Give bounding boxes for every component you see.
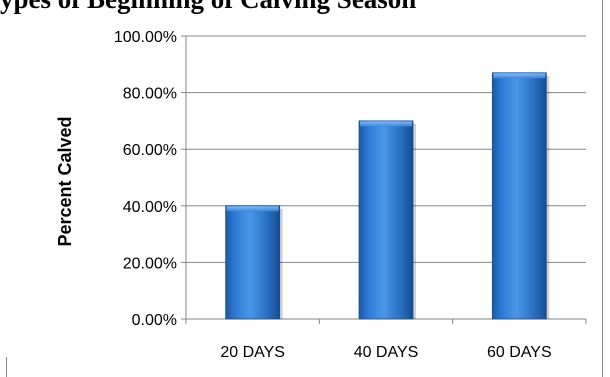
y-tick-label: 40.00%: [123, 199, 177, 216]
bar: [358, 120, 416, 320]
x-tick-label: 40 DAYS: [354, 344, 419, 361]
bar: [491, 72, 550, 320]
y-tick-label: 60.00%: [123, 142, 177, 159]
chart-title: ypes of Beginning of Calving Season: [0, 0, 416, 13]
bar: [225, 205, 283, 320]
x-axis: 20 DAYS 40 DAYS 60 DAYS: [185, 318, 587, 361]
x-tick-label: 20 DAYS: [220, 344, 285, 361]
y-tick-label: 0.00%: [132, 312, 177, 329]
x-tick-label: 60 DAYS: [487, 344, 552, 361]
y-tick-label: 80.00%: [123, 86, 177, 103]
y-tick-label: 100.00%: [114, 29, 177, 46]
chart-frame-left-edge: [6, 357, 7, 377]
y-axis: 0.00% 20.00% 40.00% 60.00% 80.00% 100.00%: [114, 29, 187, 329]
bars: [225, 72, 550, 320]
y-tick-label: 20.00%: [123, 255, 177, 272]
y-axis-title: Percent Calved: [55, 116, 75, 246]
